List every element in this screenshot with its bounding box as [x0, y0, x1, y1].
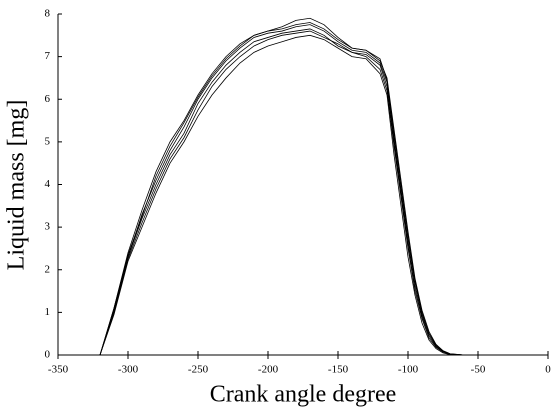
y-tick-label: 5	[45, 135, 51, 147]
cycle-line	[99, 24, 465, 356]
cycle-line	[99, 34, 465, 356]
y-tick-label: 1	[45, 306, 51, 318]
y-axis-label: Liquid mass [mg]	[4, 100, 30, 271]
cycle-line	[99, 17, 465, 356]
x-axis-label: Crank angle degree	[210, 382, 397, 408]
x-tick-label: -50	[471, 364, 486, 376]
y-tick-label: 0	[45, 349, 51, 361]
y-tick-label: 4	[45, 178, 51, 190]
x-tick-label: -100	[398, 364, 419, 376]
cycle-line	[99, 22, 465, 356]
x-tick-label: 0	[545, 364, 551, 376]
x-tick-label: -300	[118, 364, 139, 376]
y-tick-label: 6	[45, 93, 51, 105]
y-tick-label: 8	[45, 8, 51, 20]
x-tick-label: -150	[328, 364, 349, 376]
x-tick-label: -200	[258, 364, 279, 376]
cycle-line	[99, 28, 465, 356]
cycle-line	[99, 30, 465, 356]
y-tick-label: 7	[45, 50, 51, 62]
x-tick-label: -350	[48, 364, 69, 376]
y-tick-label: 2	[45, 263, 51, 275]
x-tick-label: -250	[188, 364, 209, 376]
y-tick-label: 3	[45, 221, 51, 233]
